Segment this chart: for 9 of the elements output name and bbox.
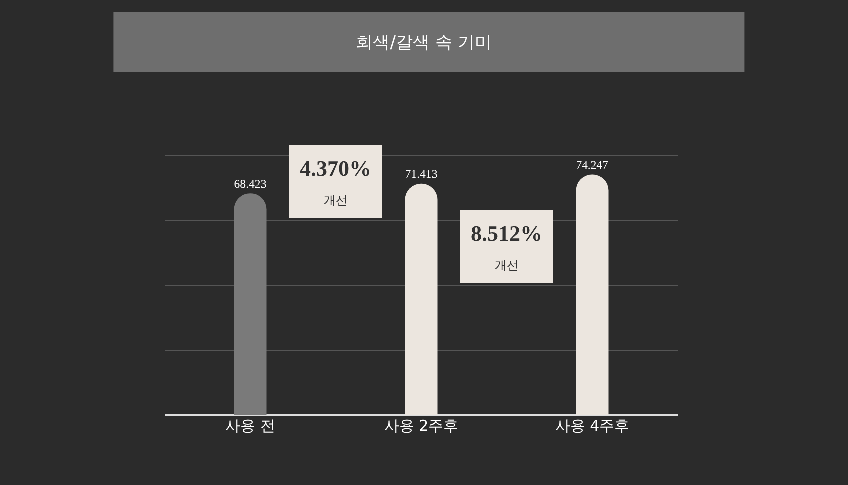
annotation: 4.370% 개선 bbox=[300, 156, 372, 208]
data-label: 68.423 bbox=[234, 176, 267, 191]
x-tick-label: 사용 4주후 bbox=[555, 417, 630, 435]
chart-title: 회색/갈색 속 기미 bbox=[356, 32, 492, 53]
data-label: 74.247 bbox=[576, 159, 608, 172]
x-tick-label: 사용 전 bbox=[226, 417, 276, 435]
annotation: 8.512% 개선 bbox=[471, 221, 542, 273]
x-tick-label: 사용 2주후 bbox=[384, 417, 459, 435]
data-label: 71.413 bbox=[405, 167, 438, 182]
